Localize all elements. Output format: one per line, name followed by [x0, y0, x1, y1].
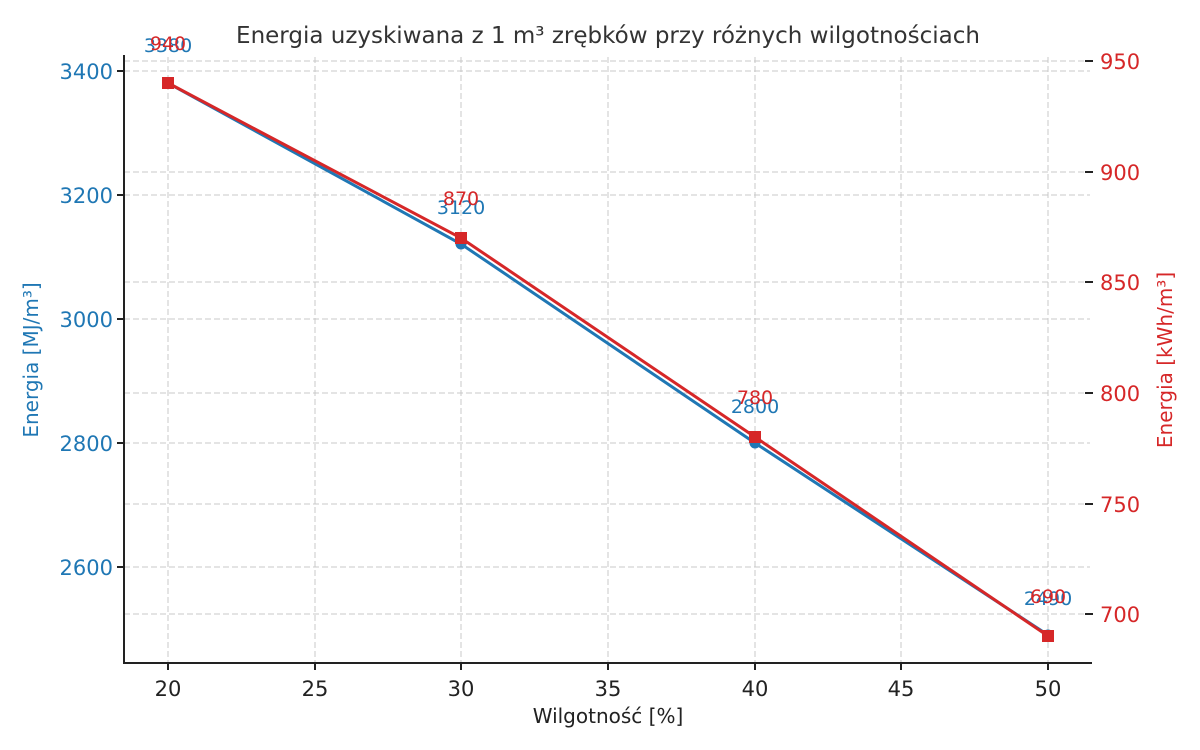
y-right-tick-label: 850	[1100, 271, 1140, 295]
y-left-tick-labels: 3400 3200 3000 2800 2600	[60, 60, 113, 580]
y-left-tick-label: 3400	[60, 60, 113, 84]
data-labels-mj: 3380 3120 2800 2490	[144, 35, 1072, 610]
x-tick-label: 25	[302, 677, 329, 701]
series-kwh	[162, 77, 1054, 642]
grid-horizontal-right	[124, 60, 1090, 615]
x-tick-label: 40	[742, 677, 769, 701]
point-square-icon	[1042, 630, 1054, 642]
y-right-tick-label: 800	[1100, 382, 1140, 406]
chart-title: Energia uzyskiwana z 1 m³ zrębków przy r…	[236, 23, 980, 49]
data-label: 940	[150, 33, 186, 55]
y-right-tick-label: 950	[1100, 50, 1140, 74]
x-axis-label: Wilgotność [%]	[533, 704, 684, 728]
data-label: 780	[737, 387, 773, 409]
data-label: 3120	[437, 197, 485, 219]
x-axis	[167, 663, 1049, 670]
y-right-tick-label: 900	[1100, 161, 1140, 185]
y-right-tick-label: 750	[1100, 493, 1140, 517]
grid-horizontal-left	[124, 70, 1090, 568]
y-right-tick-label: 700	[1100, 603, 1140, 627]
x-tick-label: 45	[888, 677, 915, 701]
line-mj	[167, 81, 1049, 637]
data-labels-kwh: 940 870 780 690	[150, 33, 1066, 608]
data-label: 870	[443, 188, 479, 210]
x-tick-label: 20	[155, 677, 182, 701]
x-tick-labels: 20 25 30 35 40 45 50	[155, 677, 1062, 701]
y-left-tick-label: 2600	[60, 556, 113, 580]
data-label: 690	[1030, 586, 1066, 608]
x-tick-label: 35	[595, 677, 622, 701]
point-square-icon	[162, 77, 174, 89]
y-left-tick-label: 3000	[60, 308, 113, 332]
y-axis-right	[1085, 60, 1093, 615]
x-tick-label: 30	[448, 677, 475, 701]
data-label: 2800	[731, 396, 779, 418]
y-axis-left	[117, 70, 124, 568]
y-left-tick-label: 3200	[60, 184, 113, 208]
point-square-icon	[455, 232, 467, 244]
y-right-tick-labels: 950 900 850 800 750 700	[1100, 50, 1140, 627]
data-label: 2490	[1024, 588, 1072, 610]
line-kwh	[167, 81, 1049, 638]
y-right-axis-label: Energia [kWh/m³]	[1153, 272, 1177, 448]
y-left-tick-label: 2800	[60, 432, 113, 456]
y-left-axis-label: Energia [MJ/m³]	[19, 282, 43, 437]
point-square-icon	[749, 431, 761, 443]
grid-vertical	[167, 57, 1049, 663]
data-label: 3380	[144, 35, 192, 57]
x-tick-label: 50	[1035, 677, 1062, 701]
